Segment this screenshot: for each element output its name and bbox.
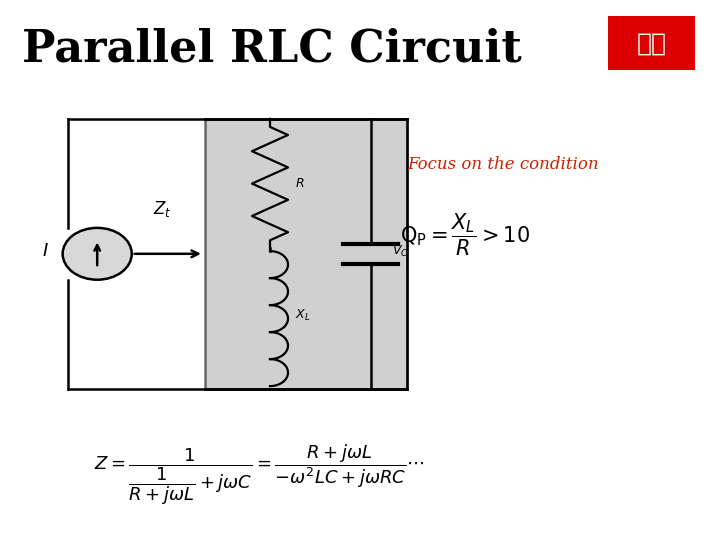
Text: $Z = \dfrac{1}{\dfrac{1}{R + j\omega L} + j\omega C} = \dfrac{R + j\omega L}{-\o: $Z = \dfrac{1}{\dfrac{1}{R + j\omega L} … xyxy=(94,443,424,508)
Text: $Z_t$: $Z_t$ xyxy=(153,199,171,219)
Text: $X_L$: $X_L$ xyxy=(295,308,310,323)
Text: $\mathrm{Q_P} = \dfrac{X_L}{R} > 10$: $\mathrm{Q_P} = \dfrac{X_L}{R} > 10$ xyxy=(400,212,530,258)
Circle shape xyxy=(63,228,132,280)
Text: $V_C$: $V_C$ xyxy=(392,244,409,259)
Text: 更新: 更新 xyxy=(636,31,667,55)
Text: Focus on the condition: Focus on the condition xyxy=(407,156,598,173)
Text: Parallel RLC Circuit: Parallel RLC Circuit xyxy=(22,27,521,70)
Text: $R$: $R$ xyxy=(295,177,305,190)
Bar xyxy=(608,16,695,70)
Bar xyxy=(205,119,407,389)
Text: $I$: $I$ xyxy=(42,242,48,260)
